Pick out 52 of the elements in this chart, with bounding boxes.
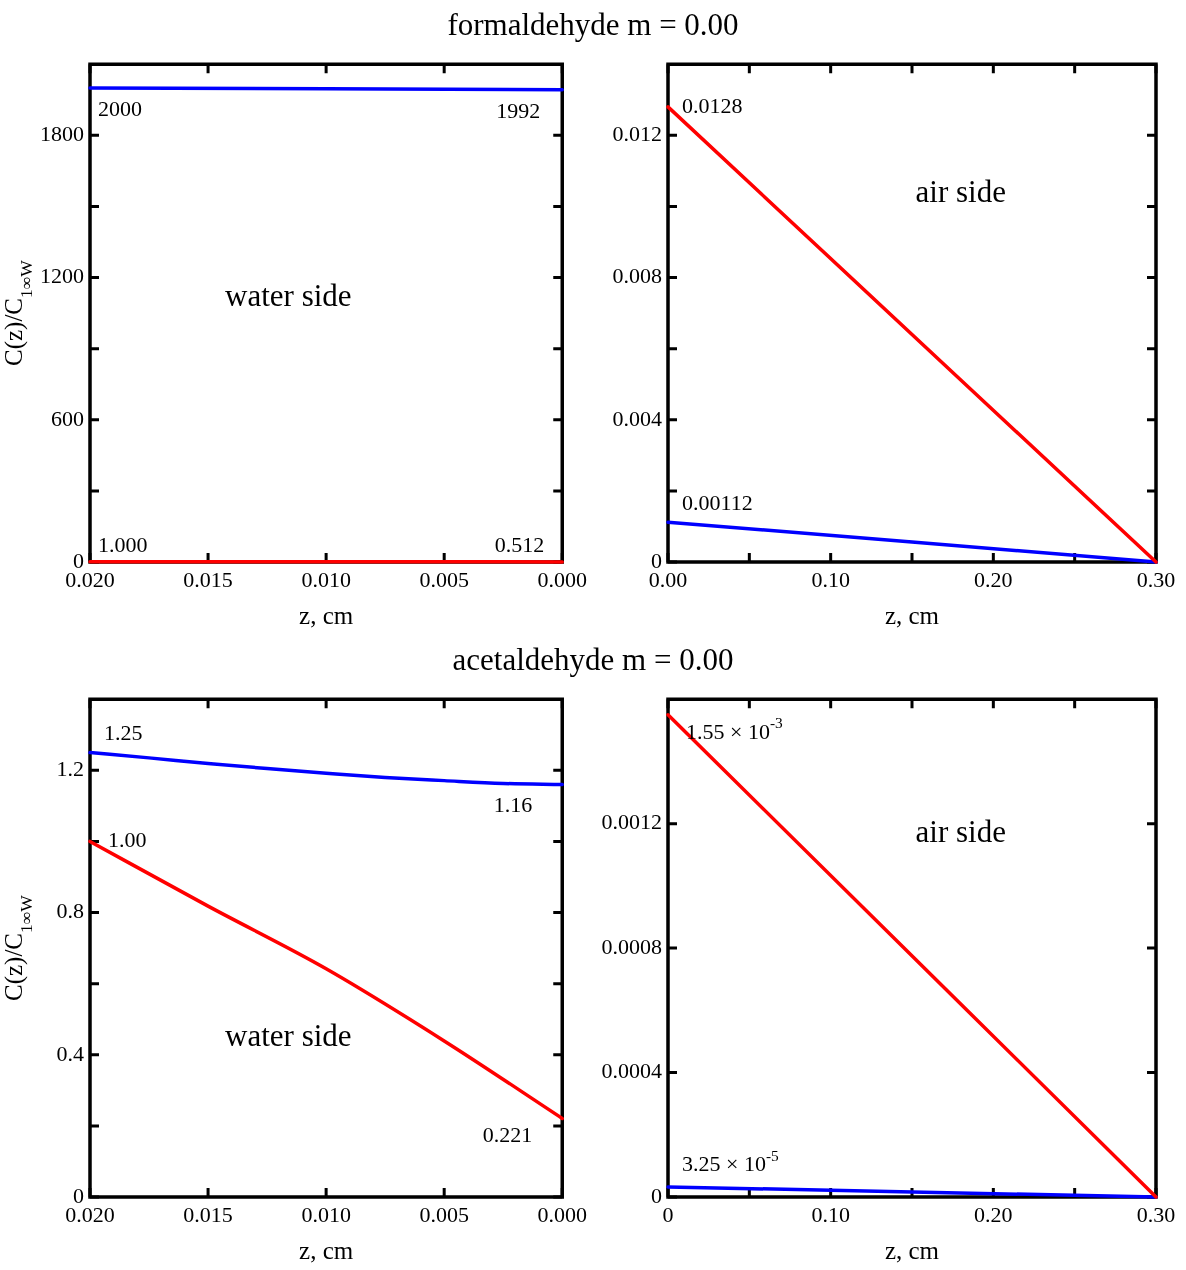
x-tick-label: 0.30 [1136, 566, 1176, 592]
y-tick-label: 0.8 [56, 898, 84, 924]
data-label: 1.000 [98, 531, 148, 557]
x-tick-label: 0.015 [183, 566, 233, 592]
x-tick-label: 0.10 [811, 566, 850, 592]
chart-title: formaldehyde m = 0.00 [446, 7, 740, 43]
x-axis-title: z, cm [884, 602, 940, 629]
y-tick-label: 1.2 [56, 756, 84, 782]
chart-title: acetaldehyde m = 0.00 [451, 642, 735, 678]
data-label: 1.00 [108, 827, 147, 853]
x-tick-label: 0.10 [811, 1201, 850, 1227]
x-tick-label: 0.005 [419, 566, 469, 592]
data-label: 1.16 [493, 792, 533, 818]
y-tick-label: 0 [651, 1182, 662, 1208]
annotation: air side [915, 173, 1006, 209]
data-label: 0.221 [482, 1122, 533, 1148]
y-tick-label: 0 [73, 547, 84, 573]
x-tick-label: 0.010 [301, 1201, 351, 1227]
y-tick-label: 600 [51, 405, 84, 431]
y-tick-label: 0.0012 [601, 809, 662, 835]
x-axis-title: z, cm [299, 602, 354, 629]
y-tick-label: 1200 [40, 263, 84, 289]
x-axis-title: z, cm [299, 1237, 354, 1264]
x-tick-label: 0.015 [183, 1201, 233, 1227]
x-axis-title: z, cm [884, 1237, 940, 1264]
x-tick-label: 0.20 [974, 566, 1013, 592]
data-label: 0.00112 [682, 489, 753, 515]
y-axis-title: C(z)/C1∞W [0, 894, 36, 1001]
data-label: 0.512 [494, 531, 545, 557]
annotation: water side [225, 278, 352, 314]
y-tick-label: 0 [651, 547, 662, 573]
y-tick-label: 0.0008 [601, 933, 662, 959]
data-label: 0.0128 [682, 92, 743, 118]
y-tick-label: 1800 [40, 121, 84, 147]
x-tick-label: 0.005 [419, 1201, 469, 1227]
x-tick-label: 0.000 [537, 566, 587, 592]
y-tick-label: 0.008 [612, 263, 662, 289]
y-tick-label: 0 [73, 1182, 84, 1208]
y-tick-label: 0.012 [612, 121, 662, 147]
x-tick-label: 0.20 [974, 1201, 1013, 1227]
data-label: 1992 [496, 97, 541, 123]
data-label: 2000 [98, 95, 142, 121]
x-tick-label: 0.30 [1136, 1201, 1176, 1227]
data-label: 1.25 [104, 720, 143, 746]
y-axis-title: C(z)/C1∞W [0, 259, 36, 366]
x-tick-label: 0.010 [301, 566, 351, 592]
annotation: air side [915, 813, 1006, 849]
y-tick-label: 0.0004 [601, 1058, 662, 1084]
x-tick-label: 0.000 [537, 1201, 587, 1227]
annotation: water side [225, 1017, 352, 1053]
y-tick-label: 0.004 [612, 405, 662, 431]
y-tick-label: 0.4 [56, 1040, 84, 1066]
